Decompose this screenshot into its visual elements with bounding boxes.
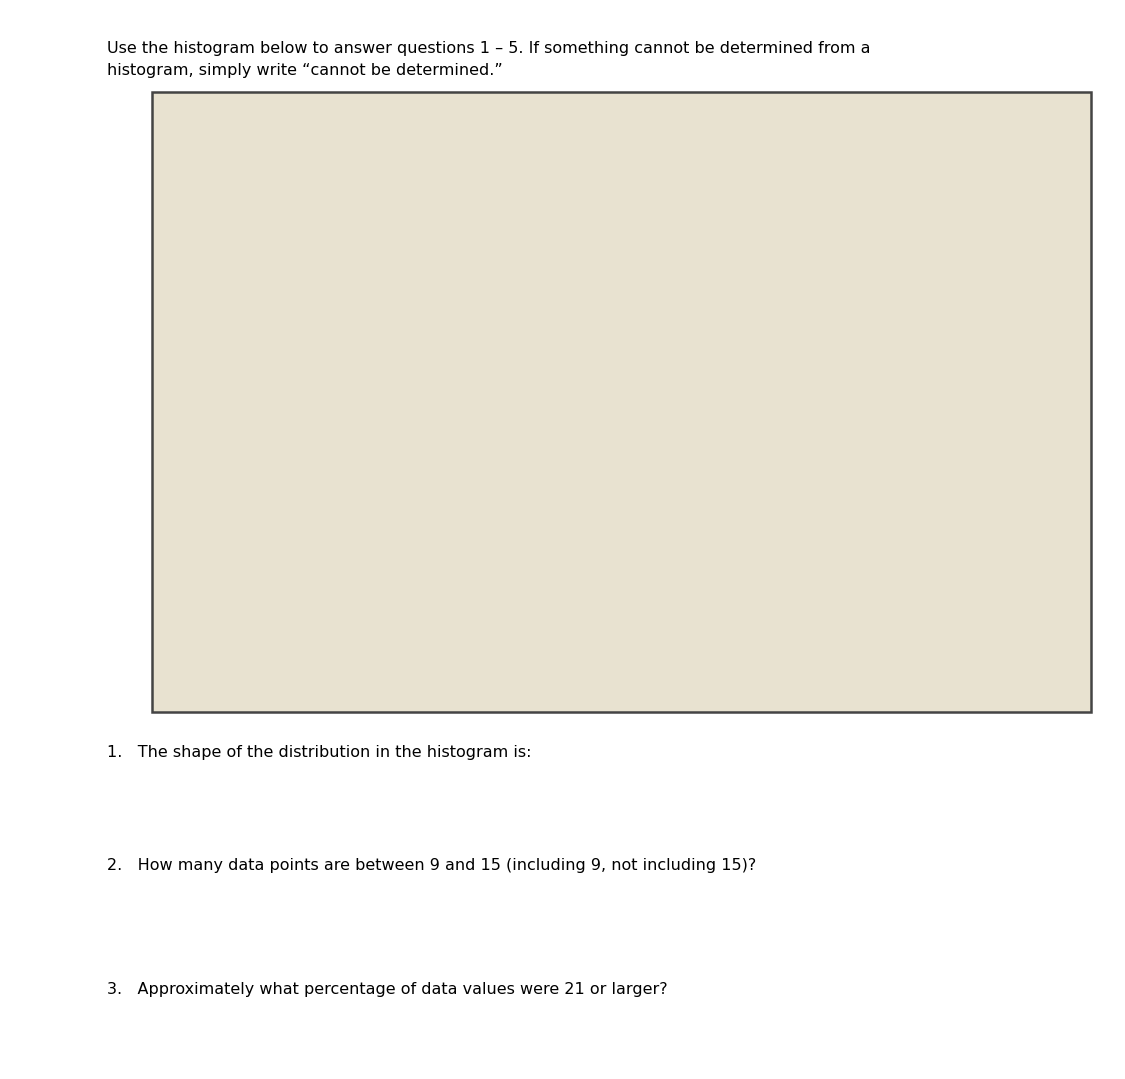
Text: 3.   Approximately what percentage of data values were 21 or larger?: 3. Approximately what percentage of data…: [107, 982, 667, 997]
Title: Histogram of C1: Histogram of C1: [569, 97, 747, 115]
Bar: [433, 366, 546, 642]
Text: 1.   The shape of the distribution in the histogram is:: 1. The shape of the distribution in the …: [107, 745, 531, 760]
Text: 2.   How many data points are between 9 and 15 (including 9, not including 15)?: 2. How many data points are between 9 an…: [107, 858, 756, 873]
Bar: [321, 181, 433, 642]
Bar: [771, 581, 883, 642]
Bar: [883, 612, 996, 642]
Bar: [546, 519, 658, 642]
Bar: [658, 519, 771, 642]
Text: Use the histogram below to answer questions 1 – 5. If something cannot be determ: Use the histogram below to answer questi…: [107, 41, 871, 78]
X-axis label: C1: C1: [646, 674, 670, 693]
Y-axis label: Frequency: Frequency: [264, 354, 282, 439]
